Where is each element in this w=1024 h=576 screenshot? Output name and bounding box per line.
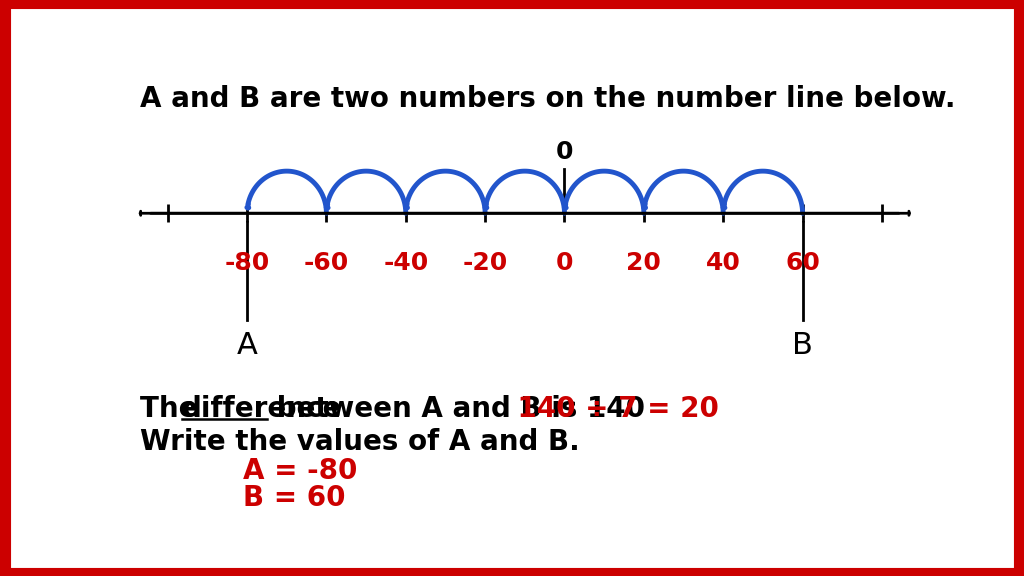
- Text: -60: -60: [304, 251, 349, 275]
- Text: between A and B is 140: between A and B is 140: [267, 395, 645, 423]
- Text: 140 ÷ 7 = 20: 140 ÷ 7 = 20: [479, 395, 719, 423]
- Text: A = -80: A = -80: [243, 457, 357, 485]
- Text: The: The: [140, 395, 207, 423]
- Text: Write the values of A and B.: Write the values of A and B.: [140, 429, 580, 456]
- Text: -80: -80: [224, 251, 269, 275]
- Text: difference: difference: [181, 395, 342, 423]
- Text: -20: -20: [463, 251, 508, 275]
- Text: A: A: [237, 331, 257, 360]
- Text: 20: 20: [627, 251, 662, 275]
- Text: 60: 60: [785, 251, 820, 275]
- Text: B = 60: B = 60: [243, 484, 345, 512]
- Text: A and B are two numbers on the number line below.: A and B are two numbers on the number li…: [140, 85, 955, 113]
- Text: 40: 40: [706, 251, 740, 275]
- Text: -40: -40: [383, 251, 428, 275]
- Text: B: B: [793, 331, 813, 360]
- Text: 0: 0: [556, 251, 573, 275]
- Text: 0: 0: [556, 141, 573, 165]
